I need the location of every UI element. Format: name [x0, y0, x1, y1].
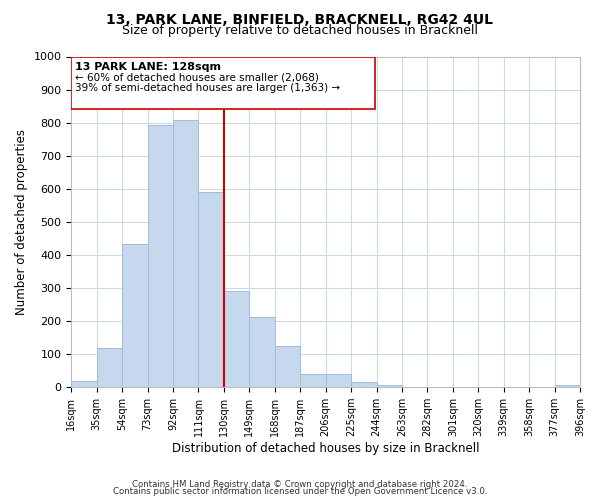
Bar [554, 384, 580, 387]
Bar [275, 346, 300, 387]
Text: 13 PARK LANE: 128sqm: 13 PARK LANE: 128sqm [75, 62, 221, 72]
Bar [173, 120, 199, 387]
Bar [250, 317, 275, 387]
Bar [97, 348, 122, 387]
Bar [148, 125, 173, 387]
Bar [326, 374, 351, 387]
FancyBboxPatch shape [71, 56, 375, 110]
Y-axis label: Number of detached properties: Number of detached properties [15, 129, 28, 315]
Text: ← 60% of detached houses are smaller (2,068): ← 60% of detached houses are smaller (2,… [75, 72, 319, 82]
Text: Size of property relative to detached houses in Bracknell: Size of property relative to detached ho… [122, 24, 478, 37]
Bar [427, 386, 453, 387]
Bar [122, 244, 148, 387]
Bar [224, 292, 250, 387]
Bar [199, 192, 224, 387]
Bar [351, 382, 377, 387]
Bar [402, 386, 427, 387]
Bar [300, 374, 326, 387]
Bar [71, 382, 97, 387]
Text: Contains public sector information licensed under the Open Government Licence v3: Contains public sector information licen… [113, 488, 487, 496]
Text: 13, PARK LANE, BINFIELD, BRACKNELL, RG42 4UL: 13, PARK LANE, BINFIELD, BRACKNELL, RG42… [107, 12, 493, 26]
Bar [377, 384, 402, 387]
Text: 39% of semi-detached houses are larger (1,363) →: 39% of semi-detached houses are larger (… [75, 82, 340, 92]
Text: Contains HM Land Registry data © Crown copyright and database right 2024.: Contains HM Land Registry data © Crown c… [132, 480, 468, 489]
X-axis label: Distribution of detached houses by size in Bracknell: Distribution of detached houses by size … [172, 442, 479, 455]
